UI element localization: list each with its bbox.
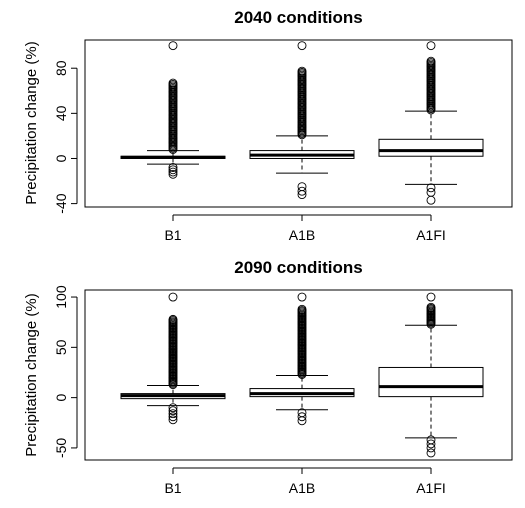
plot-frame — [84, 39, 513, 208]
box-B1 — [120, 292, 226, 425]
chart-title: 2090 conditions — [234, 258, 362, 277]
outlier-point — [168, 415, 178, 425]
plot-frame — [84, 289, 513, 461]
box-A1B — [249, 41, 355, 200]
outlier-point — [426, 443, 436, 453]
iqr-box — [378, 138, 484, 157]
y-tick-label: 0 — [53, 154, 69, 162]
outlier-point — [297, 304, 307, 314]
outlier-point — [426, 292, 436, 302]
y-tick-label: -50 — [53, 438, 69, 458]
y-tick-label: 80 — [53, 60, 69, 76]
outlier-point — [426, 56, 436, 66]
outlier-point — [168, 314, 178, 324]
outlier-point — [168, 163, 178, 172]
box-A1B — [249, 292, 355, 426]
outlier-point — [426, 439, 436, 449]
outlier-point — [297, 416, 307, 426]
x-tick-label: B1 — [164, 480, 181, 496]
outlier-point — [297, 412, 307, 422]
outlier-point — [168, 41, 178, 51]
y-tick-label: 100 — [53, 285, 69, 309]
outlier-point — [168, 409, 178, 419]
outlier-point — [297, 182, 307, 192]
outlier-point — [297, 186, 307, 196]
y-axis-label: Precipitation change (%) — [23, 293, 40, 456]
outlier-point — [168, 292, 178, 302]
chart-panel-2: 2090 conditions -50 0 50 100 Precipitation ch… — [23, 258, 513, 496]
outlier-point — [168, 165, 178, 175]
box-A1FI — [378, 41, 484, 205]
outlier-point — [168, 169, 178, 179]
outlier-point — [297, 292, 307, 302]
y-tick-label: -40 — [53, 193, 69, 213]
outlier-point — [426, 41, 436, 51]
outlier-point — [297, 41, 307, 51]
outlier-point — [426, 195, 436, 205]
x-tick-label: A1B — [289, 480, 315, 496]
outlier-point — [168, 78, 178, 88]
x-tick-label: A1FI — [416, 480, 446, 496]
y-tick-label: 40 — [53, 105, 69, 121]
outlier-point — [426, 302, 436, 312]
y-axis-label: Precipitation change (%) — [23, 41, 40, 204]
outlier-point — [168, 406, 178, 416]
x-tick-label: B1 — [164, 227, 181, 243]
outlier-point — [168, 412, 178, 422]
box-A1FI — [378, 292, 484, 458]
outlier-point — [426, 448, 436, 458]
chart-title: 2040 conditions — [234, 8, 362, 27]
y-tick-label: 0 — [53, 394, 69, 402]
x-tick-label: A1FI — [416, 227, 446, 243]
iqr-box — [378, 366, 484, 398]
y-tick-label: 50 — [53, 339, 69, 355]
outlier-point — [426, 183, 436, 193]
outlier-point — [426, 187, 436, 197]
box-B1 — [120, 41, 226, 179]
x-tick-label: A1B — [289, 227, 315, 243]
chart-panel-1: 2040 conditions -40 0 40 80 Precipitation cha… — [23, 8, 513, 243]
outlier-point — [297, 66, 307, 76]
outlier-point — [168, 403, 178, 413]
outlier-point — [168, 167, 178, 177]
outlier-point — [297, 190, 307, 200]
